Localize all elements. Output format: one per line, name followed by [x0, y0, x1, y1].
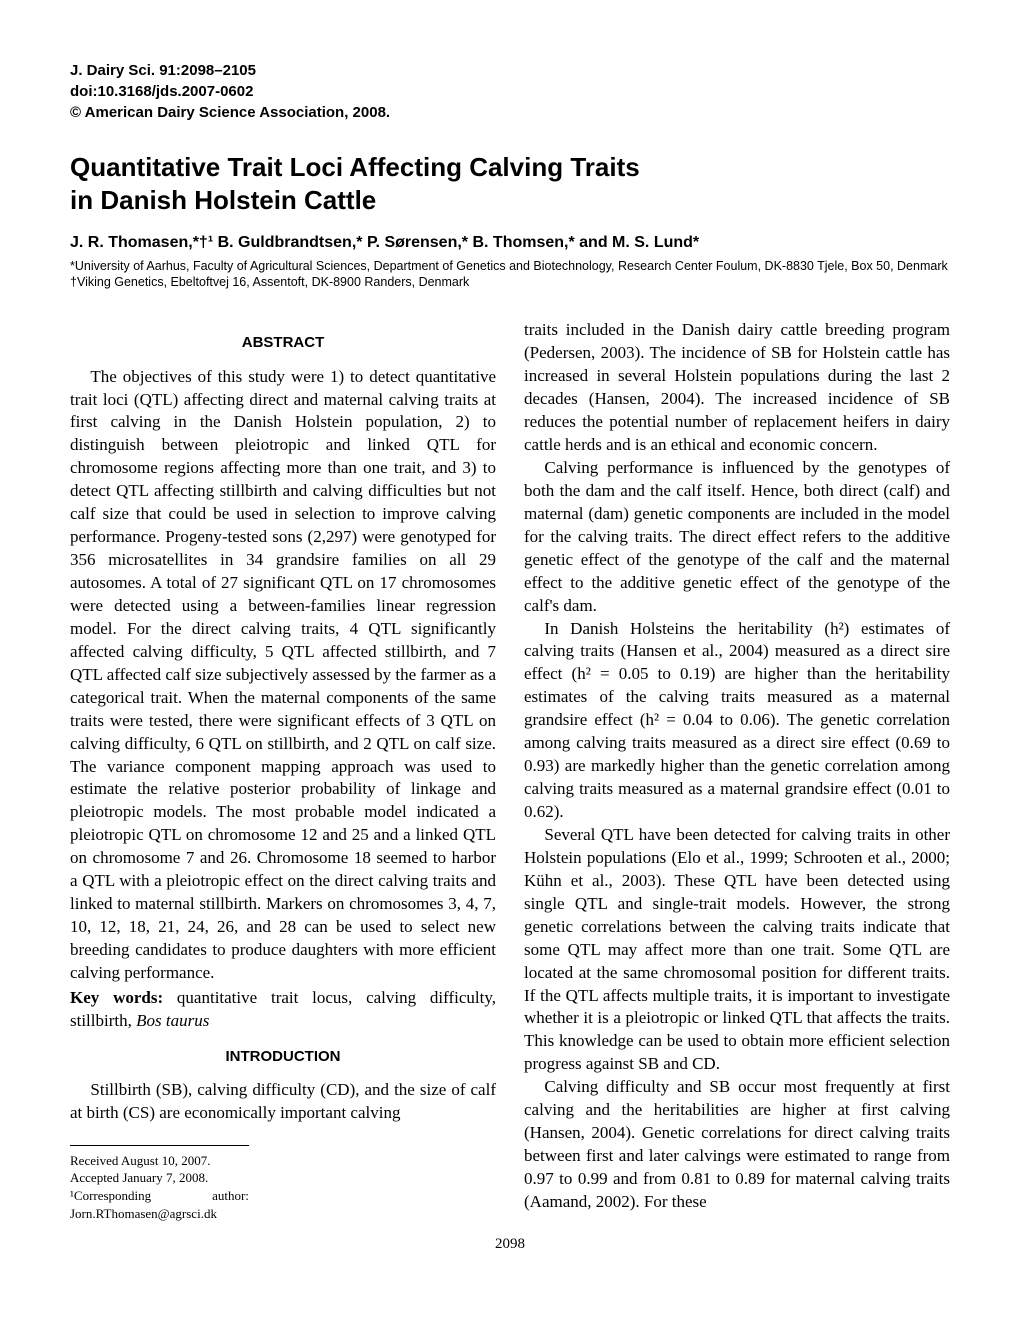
keywords-label: Key words: [70, 988, 163, 1007]
affiliations: *University of Aarhus, Faculty of Agricu… [70, 258, 950, 292]
right-column: traits included in the Danish dairy catt… [524, 319, 950, 1222]
left-column: ABSTRACT The objectives of this study we… [70, 319, 496, 1222]
authors: J. R. Thomasen,*†¹ B. Guldbrandtsen,* P.… [70, 232, 950, 254]
affiliation-2: †Viking Genetics, Ebeltoftvej 16, Assent… [70, 274, 950, 291]
footnote-accepted: Accepted January 7, 2008. [70, 1169, 249, 1187]
title-line-1: Quantitative Trait Loci Affecting Calvin… [70, 152, 640, 182]
journal-citation: J. Dairy Sci. 91:2098–2105 [70, 60, 950, 81]
right-para-1: traits included in the Danish dairy catt… [524, 319, 950, 457]
footnote-corresponding: ¹Corresponding author: Jorn.RThomasen@ag… [70, 1187, 249, 1222]
keywords: Key words: quantitative trait locus, cal… [70, 987, 496, 1033]
affiliation-1: *University of Aarhus, Faculty of Agricu… [70, 258, 950, 275]
footnote-received: Received August 10, 2007. [70, 1152, 249, 1170]
intro-para-1: Stillbirth (SB), calving difficulty (CD)… [70, 1079, 496, 1125]
abstract-text: The objectives of this study were 1) to … [70, 366, 496, 985]
right-para-3: In Danish Holsteins the heritability (h²… [524, 618, 950, 824]
main-columns: ABSTRACT The objectives of this study we… [70, 319, 950, 1222]
right-para-4: Several QTL have been detected for calvi… [524, 824, 950, 1076]
journal-meta: J. Dairy Sci. 91:2098–2105 doi:10.3168/j… [70, 60, 950, 123]
doi: doi:10.3168/jds.2007-0602 [70, 81, 950, 102]
right-para-5: Calving difficulty and SB occur most fre… [524, 1076, 950, 1214]
article-title: Quantitative Trait Loci Affecting Calvin… [70, 151, 950, 216]
footnotes: Received August 10, 2007. Accepted Janua… [70, 1145, 249, 1222]
introduction-heading: INTRODUCTION [70, 1047, 496, 1067]
copyright: © American Dairy Science Association, 20… [70, 102, 950, 123]
abstract-heading: ABSTRACT [70, 333, 496, 353]
title-line-2: in Danish Holstein Cattle [70, 185, 376, 215]
page-number: 2098 [70, 1234, 950, 1254]
right-para-2: Calving performance is influenced by the… [524, 457, 950, 618]
keywords-italic: Bos taurus [136, 1011, 209, 1030]
